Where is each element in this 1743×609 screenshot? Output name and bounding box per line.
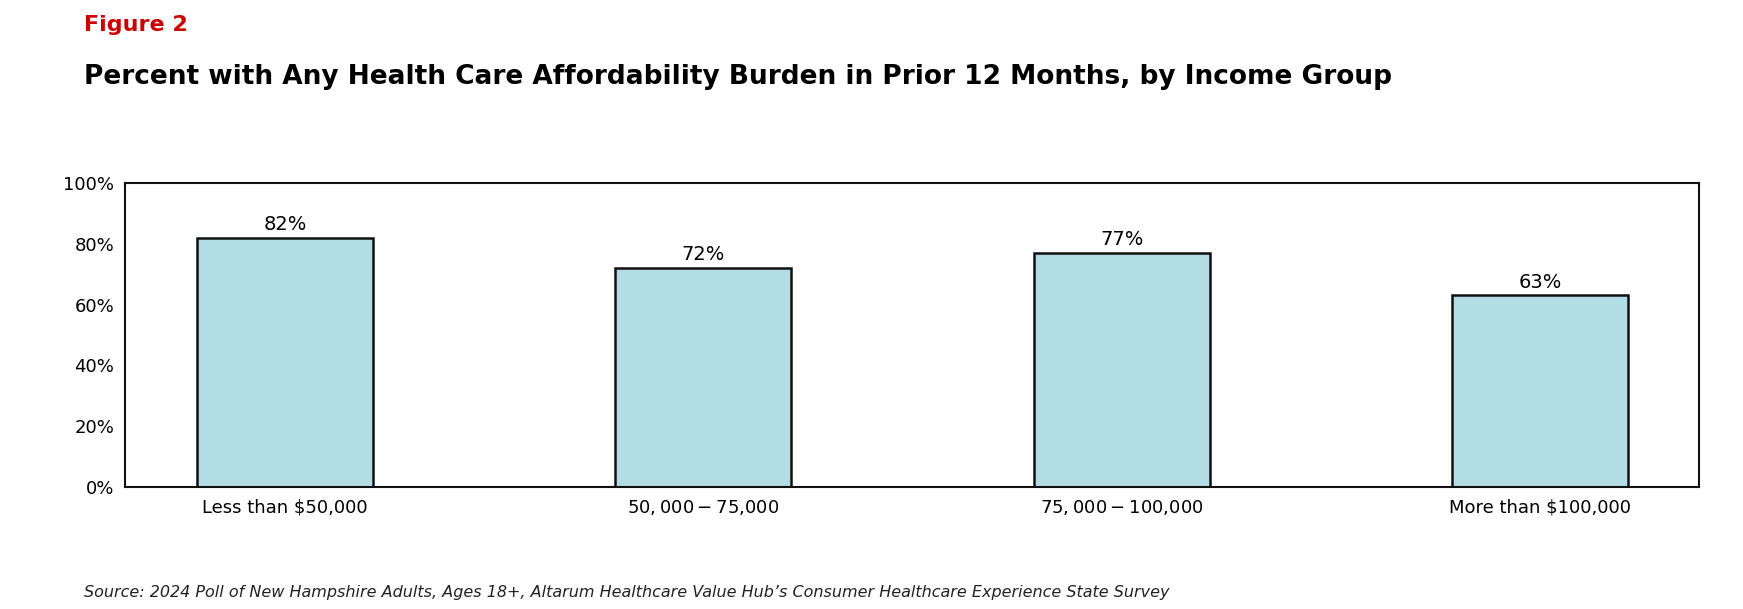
Text: Figure 2: Figure 2 xyxy=(84,15,188,35)
Bar xyxy=(1452,295,1628,487)
Text: 72%: 72% xyxy=(682,245,725,264)
Bar xyxy=(1034,253,1210,487)
Text: Source: 2024 Poll of New Hampshire Adults, Ages 18+, Altarum Healthcare Value Hu: Source: 2024 Poll of New Hampshire Adult… xyxy=(84,585,1170,600)
Text: Percent with Any Health Care Affordability Burden in Prior 12 Months, by Income : Percent with Any Health Care Affordabili… xyxy=(84,64,1391,90)
Text: 77%: 77% xyxy=(1100,230,1143,249)
Text: 63%: 63% xyxy=(1518,273,1562,292)
Bar xyxy=(615,268,791,487)
Text: 82%: 82% xyxy=(263,215,307,234)
Bar xyxy=(197,238,373,487)
